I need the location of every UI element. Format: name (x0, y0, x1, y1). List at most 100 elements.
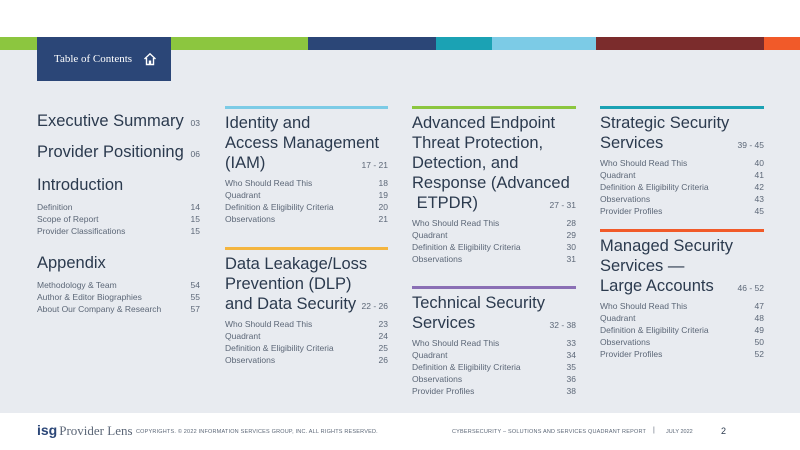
toc-sub-entry[interactable]: Observations 21 (225, 213, 388, 225)
toc-sub-entry[interactable]: Definition & Eligibility Criteria 49 (600, 324, 764, 336)
toc-sub-entry[interactable]: About Our Company & Research 57 (37, 303, 200, 315)
toc-sub-entry[interactable]: Definition & Eligibility Criteria 35 (412, 361, 576, 373)
color-bar-segment (436, 37, 492, 50)
section-title-line[interactable]: Services (600, 134, 664, 152)
toc-sub-entry[interactable]: Author & Editor Biographies 55 (37, 291, 200, 303)
sub-entry-page: 26 (378, 355, 388, 365)
toc-section-introduction: Introduction Definition 14 Scope of Repor… (37, 175, 200, 237)
toc-sub-entry[interactable]: Who Should Read This 40 (600, 157, 764, 169)
sub-entry-label: Quadrant (600, 313, 636, 323)
toc-section-strategic-security: Strategic Security Services 39 - 45 Who S… (600, 106, 764, 217)
toc-sub-entry[interactable]: Provider Profiles 38 (412, 385, 576, 397)
sub-entry-label: Definition & Eligibility Criteria (600, 182, 709, 192)
section-accent-bar (600, 106, 764, 109)
sub-entry-page: 57 (190, 304, 200, 314)
toc-entry-provider-positioning[interactable]: Provider Positioning 06 (37, 142, 200, 162)
toc-sub-entry[interactable]: Who Should Read This 47 (600, 300, 764, 312)
section-title-line[interactable]: ETPDR) (412, 194, 478, 212)
section-title-line[interactable]: Managed Security (600, 237, 733, 255)
toc-sub-entry[interactable]: Who Should Read This 18 (225, 177, 388, 189)
section-title-line[interactable]: Services (412, 314, 476, 332)
sub-entry-page: 45 (754, 206, 764, 216)
toc-section-appendix: Appendix Methodology & Team 54 Author & E… (37, 253, 200, 315)
color-bar-segment (596, 37, 764, 50)
section-accent-bar (600, 229, 764, 232)
section-title[interactable]: Introduction (37, 176, 124, 194)
toc-column-1: Executive Summary 03 Provider Positionin… (37, 111, 200, 315)
toc-sub-entry[interactable]: Quadrant 48 (600, 312, 764, 324)
sub-entry-label: About Our Company & Research (37, 304, 162, 314)
toc-sub-entry[interactable]: Observations 26 (225, 354, 388, 366)
sub-entry-page: 28 (566, 218, 576, 228)
sub-entry-page: 50 (754, 337, 764, 347)
section-title-line[interactable]: Data Leakage/Loss (225, 255, 368, 273)
toc-sub-entry[interactable]: Definition & Eligibility Criteria 25 (225, 342, 388, 354)
section-title-line[interactable]: Advanced Endpoint (412, 114, 556, 132)
toc-column-2: Identity and Access Management (IAM) 17 -… (225, 106, 388, 366)
toc-sub-entry[interactable]: Definition & Eligibility Criteria 20 (225, 201, 388, 213)
sub-entry-page: 49 (754, 325, 764, 335)
sub-entry-page: 43 (754, 194, 764, 204)
toc-sub-entry[interactable]: Scope of Report 15 (37, 213, 200, 225)
section-accent-bar (225, 106, 388, 109)
section-title-line[interactable]: Technical Security (412, 294, 545, 312)
sub-entry-page: 52 (754, 349, 764, 359)
toc-section-iam: Identity and Access Management (IAM) 17 -… (225, 106, 388, 225)
toc-sub-entry[interactable]: Quadrant 34 (412, 349, 576, 361)
sub-entry-page: 24 (378, 331, 388, 341)
toc-sub-entry[interactable]: Observations 50 (600, 336, 764, 348)
toc-sub-entry[interactable]: Observations 43 (600, 193, 764, 205)
toc-sub-entry[interactable]: Provider Profiles 52 (600, 348, 764, 360)
section-title-line[interactable]: Threat Protection, (412, 134, 544, 152)
toc-sub-entry[interactable]: Definition & Eligibility Criteria 30 (412, 241, 576, 253)
toc-sub-entry[interactable]: Quadrant 19 (225, 189, 388, 201)
section-title-line[interactable]: Response (Advanced (412, 174, 570, 192)
sub-entry-page: 47 (754, 301, 764, 311)
sub-entry-label: Observations (225, 214, 276, 224)
section-title-line[interactable]: Detection, and (412, 154, 519, 172)
sub-entry-label: Who Should Read This (225, 178, 313, 188)
sub-entry-page: 29 (566, 230, 576, 240)
section-title-line[interactable]: Access Management (225, 134, 380, 152)
sub-entry-page: 34 (566, 350, 576, 360)
toc-sub-entry[interactable]: Observations 36 (412, 373, 576, 385)
sub-entry-label: Methodology & Team (37, 280, 117, 290)
sub-entry-label: Observations (412, 374, 463, 384)
home-icon[interactable] (143, 52, 157, 66)
toc-sub-entry[interactable]: Provider Classifications 15 (37, 225, 200, 237)
toc-sub-entry[interactable]: Definition 14 (37, 201, 200, 213)
section-title-line[interactable]: Services — (600, 257, 685, 275)
toc-entry-executive-summary[interactable]: Executive Summary 03 (37, 111, 200, 131)
section-accent-bar (412, 286, 576, 289)
section-title-line[interactable]: Prevention (DLP) (225, 275, 352, 293)
toc-sub-entry[interactable]: Who Should Read This 28 (412, 217, 576, 229)
table-of-contents-tab[interactable]: Table of Contents (37, 37, 171, 81)
toc-sub-entry[interactable]: Provider Profiles 45 (600, 205, 764, 217)
section-title-line[interactable]: Large Accounts (600, 277, 714, 295)
toc-sub-entry[interactable]: Quadrant 24 (225, 330, 388, 342)
sub-entry-label: Provider Profiles (600, 206, 663, 216)
toc-sub-entry[interactable]: Quadrant 41 (600, 169, 764, 181)
sub-entry-label: Author & Editor Biographies (37, 292, 142, 302)
sub-entry-label: Provider Profiles (600, 349, 663, 359)
toc-sub-entry[interactable]: Observations 31 (412, 253, 576, 265)
section-title-line[interactable]: Strategic Security (600, 114, 730, 132)
section-title-line[interactable]: Identity and (225, 114, 311, 132)
sub-entry-page: 36 (566, 374, 576, 384)
section-accent-bar (412, 106, 576, 109)
section-page-range: 22 - 26 (361, 301, 388, 311)
sub-entry-label: Provider Profiles (412, 386, 475, 396)
toc-sub-entry[interactable]: Definition & Eligibility Criteria 42 (600, 181, 764, 193)
toc-sub-entry[interactable]: Quadrant 29 (412, 229, 576, 241)
toc-sub-entry[interactable]: Who Should Read This 33 (412, 337, 576, 349)
sub-entry-page: 15 (190, 226, 200, 236)
toc-sub-entry[interactable]: Who Should Read This 23 (225, 318, 388, 330)
section-page-range: 27 - 31 (549, 200, 576, 210)
section-title-line[interactable]: and Data Security (225, 295, 357, 313)
section-title-line[interactable]: (IAM) (225, 154, 266, 172)
toc-sub-entry[interactable]: Methodology & Team 54 (37, 279, 200, 291)
color-bar-segment (492, 37, 596, 50)
entry-page: 06 (190, 149, 200, 159)
sub-entry-page: 20 (378, 202, 388, 212)
section-title[interactable]: Appendix (37, 254, 106, 272)
